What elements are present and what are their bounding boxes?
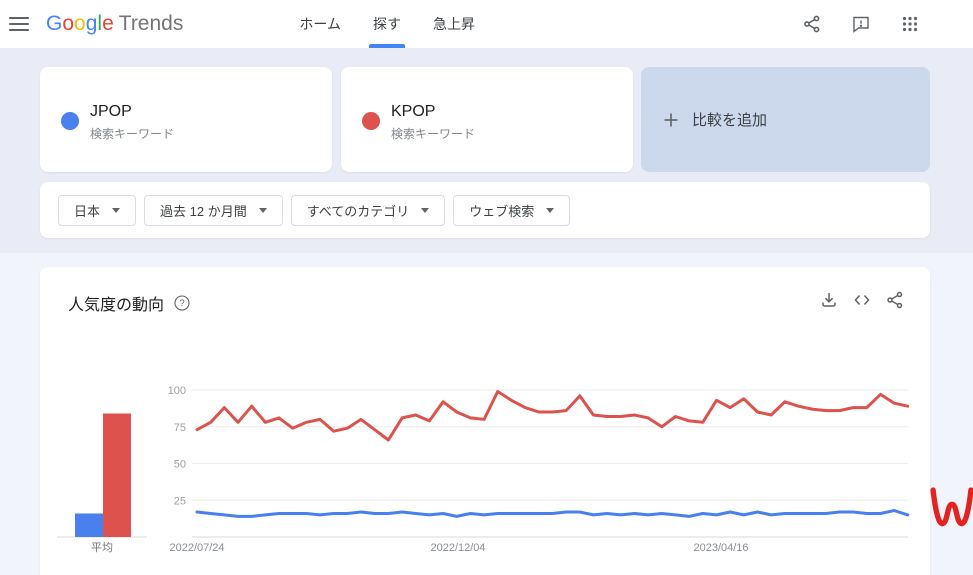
menu-icon[interactable]	[9, 17, 29, 31]
svg-text:100: 100	[168, 385, 186, 397]
svg-text:2023/04/16: 2023/04/16	[693, 542, 748, 554]
svg-text:75: 75	[174, 422, 186, 434]
chevron-down-icon	[421, 207, 430, 213]
comparison-section: JPOP 検索キーワード KPOP 検索キーワード 比較を追加 日本 過去 12…	[0, 48, 973, 253]
feedback-icon[interactable]	[852, 15, 870, 33]
filter-bar: 日本 過去 12 か月間 すべてのカテゴリ ウェブ検索	[40, 182, 930, 238]
chevron-down-icon	[546, 207, 555, 213]
apps-grid-icon[interactable]	[901, 15, 919, 33]
term-type-label: 検索キーワード	[90, 127, 175, 141]
filter-region-dropdown[interactable]: 日本	[58, 194, 137, 226]
embed-icon[interactable]	[853, 291, 871, 309]
share-icon[interactable]	[886, 291, 904, 309]
interest-over-time-chart[interactable]: 25 50 75 100 平均 2022/07/24 2022/12/04 2023/04/1…	[40, 367, 930, 562]
interest-over-time-card: 人気度の動向 ?	[40, 267, 930, 575]
logo-product-name: Trends	[118, 12, 184, 35]
term-name: JPOP	[90, 103, 132, 120]
chart-title: 人気度の動向	[68, 297, 165, 314]
chart-actions	[820, 291, 904, 309]
term-type-label: 検索キーワード	[391, 127, 476, 141]
term-card-jpop[interactable]: JPOP 検索キーワード	[40, 67, 332, 172]
chevron-down-icon	[112, 207, 121, 213]
term-card-kpop[interactable]: KPOP 検索キーワード	[341, 67, 633, 172]
nav-explore[interactable]: 探す	[357, 0, 417, 48]
series-color-dot-kpop	[362, 112, 380, 130]
svg-text:?: ?	[179, 298, 184, 309]
google-trends-logo[interactable]: Google Trends	[46, 12, 183, 36]
active-tab-underline	[368, 44, 405, 48]
nav-home[interactable]: ホーム	[299, 16, 341, 32]
top-nav: Google Trends ホーム 探す 急上昇	[0, 0, 973, 48]
plus-icon	[663, 112, 679, 128]
chevron-down-icon	[258, 207, 267, 213]
term-name: KPOP	[391, 103, 436, 120]
svg-text:25: 25	[174, 495, 186, 507]
results-section: 人気度の動向 ?	[0, 253, 973, 575]
filter-timerange-dropdown[interactable]: 過去 12 か月間	[144, 194, 283, 226]
add-comparison-button[interactable]: 比較を追加	[641, 67, 930, 172]
svg-text:2022/12/04: 2022/12/04	[430, 542, 485, 554]
nav-trending[interactable]: 急上昇	[432, 16, 475, 32]
series-color-dot-jpop	[61, 112, 79, 130]
filter-category-dropdown[interactable]: すべてのカテゴリ	[290, 194, 446, 226]
google-logo-text: Google	[46, 12, 114, 35]
help-icon[interactable]: ?	[174, 295, 190, 311]
download-icon[interactable]	[820, 291, 838, 309]
header-actions	[803, 15, 973, 33]
share-icon[interactable]	[803, 15, 821, 33]
add-comparison-label: 比較を追加	[692, 112, 768, 129]
svg-text:2022/07/24: 2022/07/24	[169, 542, 224, 554]
main-nav: ホーム 探す 急上昇	[283, 0, 491, 48]
svg-text:50: 50	[174, 459, 186, 471]
red-w-watermark	[930, 487, 973, 527]
svg-text:平均: 平均	[91, 541, 113, 554]
filter-searchtype-dropdown[interactable]: ウェブ検索	[453, 194, 571, 226]
